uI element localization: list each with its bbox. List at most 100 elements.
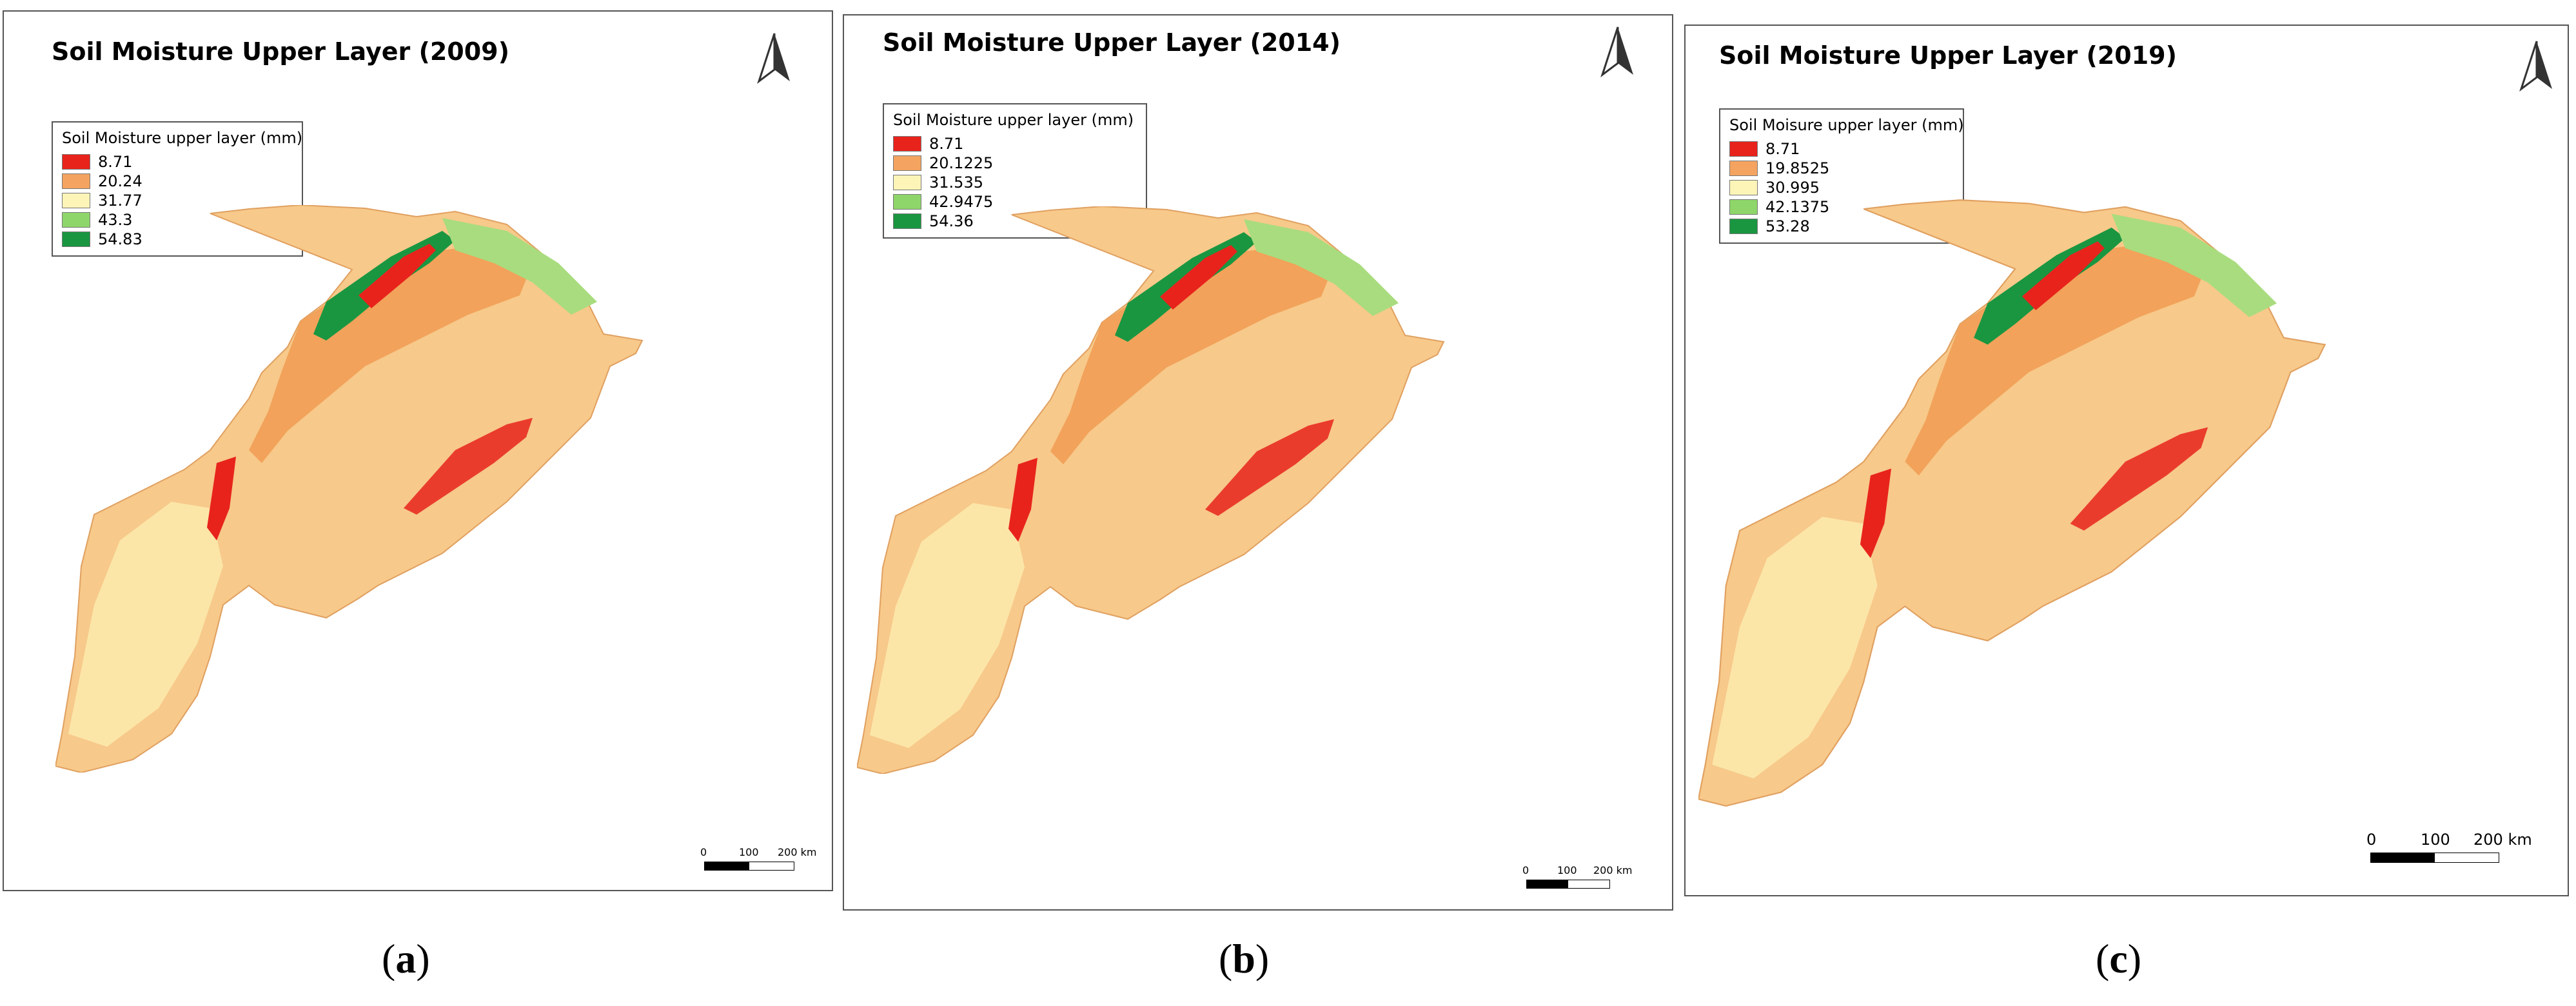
scale-label: 0	[1522, 864, 1529, 876]
map-legend: Soil Moisure upper layer (mm) 8.71 19.85…	[1719, 108, 1964, 244]
map-legend: Soil Moisture upper layer (mm) 8.71 20.2…	[52, 121, 303, 257]
legend-swatch	[62, 232, 90, 247]
caption-b: (b)	[1219, 935, 1269, 983]
soil-moisture-map	[857, 206, 1445, 774]
legend-label: 43.3	[98, 211, 133, 229]
dry-ridge-red	[359, 244, 436, 308]
legend-label: 54.36	[929, 212, 974, 230]
legend-item: 19.8525	[1729, 159, 1954, 178]
legend-item: 43.3	[62, 210, 293, 230]
scale-label: 100	[739, 846, 759, 858]
legend-item: 8.71	[62, 152, 293, 172]
legend-swatch	[893, 155, 921, 171]
legend-swatch	[62, 212, 90, 228]
inland-orange-zone	[249, 244, 533, 463]
legend-title: Soil Moisure upper layer (mm)	[1729, 116, 1964, 134]
map-title: Soil Moisture Upper Layer (2014)	[883, 28, 1341, 57]
coastal-red-strip	[1860, 468, 1891, 558]
legend-item: 31.535	[893, 173, 1137, 192]
caption-letter: b	[1232, 936, 1255, 981]
scale-label: 100	[2421, 831, 2450, 849]
southern-red-strip	[1205, 419, 1334, 516]
coastal-red-strip	[207, 457, 236, 540]
legend-swatch	[893, 175, 921, 190]
light-green-belt	[1244, 219, 1399, 316]
legend-label: 19.8525	[1765, 159, 1830, 177]
scale-label: 200 km	[778, 846, 817, 858]
legend-title: Soil Moisture upper layer (mm)	[893, 111, 1134, 129]
legend-label: 20.1225	[929, 154, 994, 172]
soil-moisture-map	[55, 205, 644, 773]
map-panel-c: Soil Moisture Upper Layer (2019) Soil Mo…	[1684, 25, 2569, 896]
legend-label: 53.28	[1765, 217, 1810, 235]
map-panel-a: Soil Moisture Upper Layer (2009) Soil Mo…	[3, 10, 833, 891]
coastal-red-strip	[1008, 458, 1037, 542]
north-arrow-icon	[757, 33, 790, 84]
map-region	[857, 206, 1445, 774]
caption-letter: a	[395, 936, 417, 981]
legend-item: 8.71	[1729, 139, 1954, 159]
scale-bar	[704, 862, 794, 871]
legend-swatch	[893, 136, 921, 152]
legend-item: 42.1375	[1729, 197, 1954, 217]
legend-item: 20.1225	[893, 153, 1137, 173]
caption-paren: (	[2096, 936, 2110, 981]
legend-swatch	[1729, 161, 1758, 176]
southern-red-strip	[404, 418, 533, 515]
map-region	[1698, 199, 2326, 807]
legend-item: 53.28	[1729, 217, 1954, 236]
caption-paren: )	[2127, 936, 2142, 981]
soil-moisture-map	[1698, 199, 2326, 807]
inland-orange-zone	[1050, 245, 1334, 464]
legend-swatch	[1729, 180, 1758, 195]
legend-title: Soil Moisture upper layer (mm)	[62, 129, 303, 147]
map-title: Soil Moisture Upper Layer (2009)	[52, 37, 509, 66]
map-panel-b: Soil Moisture Upper Layer (2014) Soil Mo…	[843, 14, 1673, 911]
legend-swatch	[893, 194, 921, 210]
scale-label: 100	[1557, 864, 1577, 876]
caption-paren: )	[416, 936, 430, 981]
dry-ridge-red	[2021, 241, 2105, 311]
map-region	[55, 205, 644, 773]
caption-a: (a)	[382, 935, 430, 983]
legend-label: 54.83	[98, 230, 143, 248]
legend-item: 31.77	[62, 191, 293, 210]
coastal-pale-zone	[68, 502, 223, 747]
caption-c: (c)	[2096, 935, 2141, 983]
legend-label: 30.995	[1765, 179, 1820, 197]
caption-paren: )	[1255, 936, 1270, 981]
light-green-belt	[442, 218, 597, 315]
legend-item: 8.71	[893, 134, 1137, 153]
scale-bar	[2370, 853, 2499, 863]
legend-label: 31.77	[98, 192, 143, 210]
coastal-pale-zone	[870, 503, 1025, 748]
legend-swatch	[1729, 199, 1758, 215]
legend-label: 20.24	[98, 172, 143, 190]
scale-label: 200 km	[1593, 864, 1633, 876]
southern-red-strip	[2070, 427, 2208, 531]
legend-swatch	[62, 193, 90, 208]
scale-label: 0	[2366, 831, 2377, 849]
legend-item: 20.24	[62, 172, 293, 191]
legend-label: 8.71	[98, 153, 133, 171]
legend-swatch	[1729, 141, 1758, 157]
light-green-belt	[2111, 213, 2277, 317]
north-arrow-icon	[1600, 26, 1633, 78]
inland-orange-zone	[1905, 241, 2208, 476]
dry-ridge-red	[1160, 245, 1237, 310]
legend-item: 54.36	[893, 212, 1137, 231]
map-title: Soil Moisture Upper Layer (2019)	[1719, 41, 2177, 70]
caption-paren: (	[1219, 936, 1233, 981]
legend-swatch	[62, 154, 90, 170]
legend-label: 8.71	[929, 135, 964, 153]
legend-label: 42.1375	[1765, 198, 1830, 216]
legend-label: 31.535	[929, 173, 983, 192]
legend-swatch	[62, 173, 90, 189]
scale-bar	[1526, 880, 1610, 889]
scale-label: 200 km	[2473, 831, 2532, 849]
north-arrow-icon	[2519, 41, 2552, 92]
legend-label: 8.71	[1765, 140, 1800, 158]
legend-item: 42.9475	[893, 192, 1137, 212]
legend-item: 30.995	[1729, 178, 1954, 197]
caption-paren: (	[382, 936, 396, 981]
